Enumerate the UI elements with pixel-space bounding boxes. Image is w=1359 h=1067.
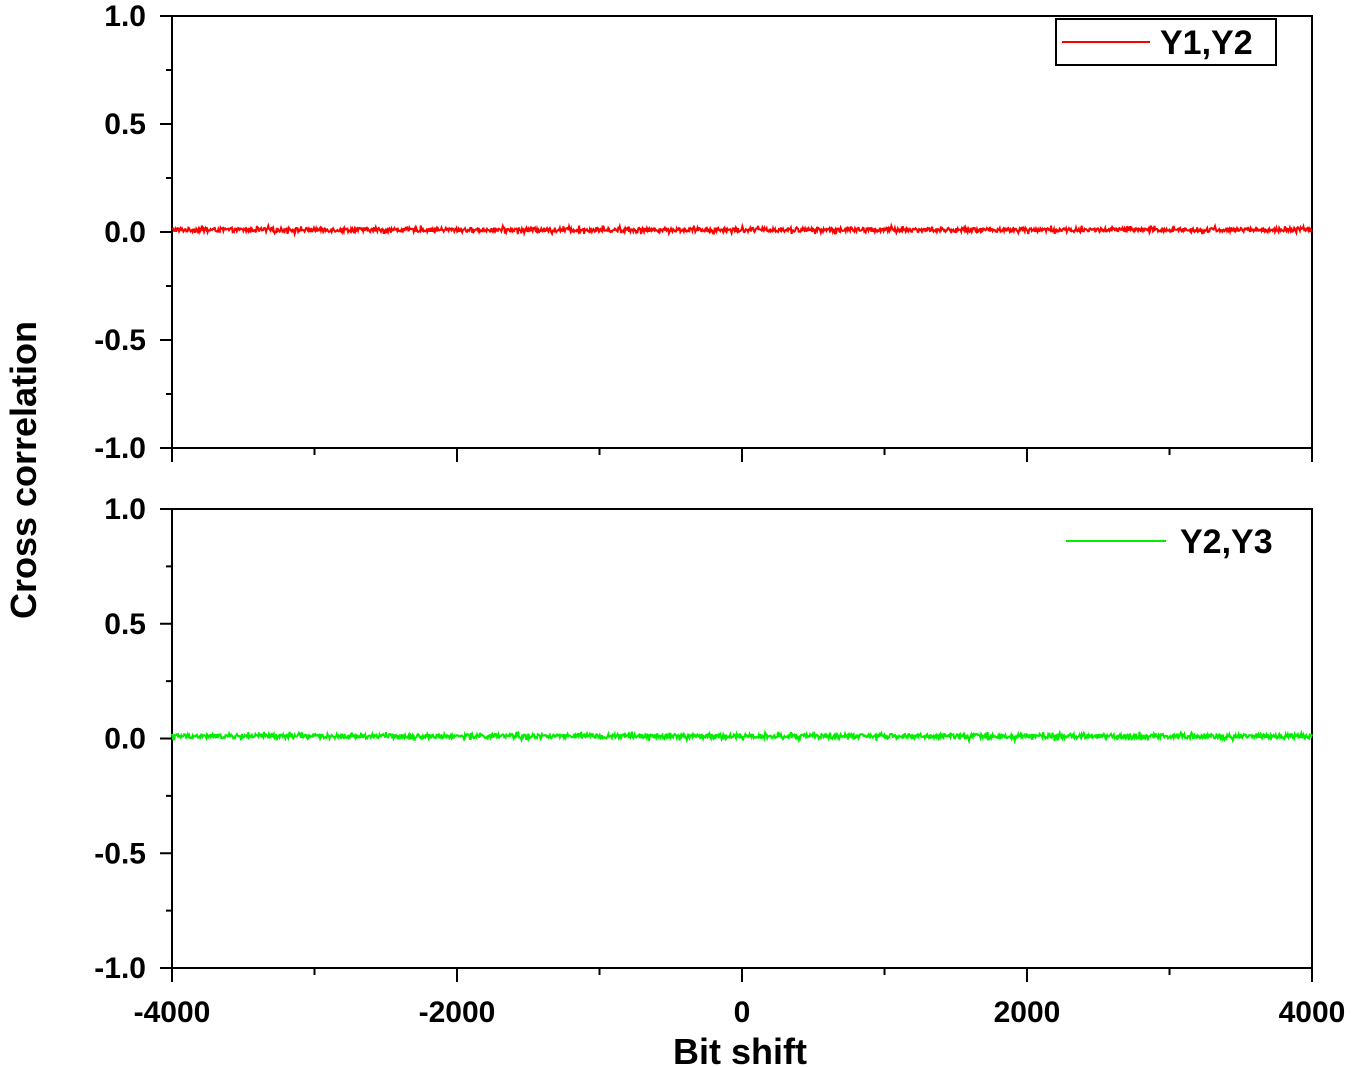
- y-tick-label: -1.0: [94, 952, 146, 985]
- legend: Y2,Y3: [1066, 523, 1273, 561]
- series-line-y2y3: [171, 729, 1313, 745]
- legend: Y1,Y2: [1055, 18, 1277, 66]
- y-tick-label: 0.5: [104, 108, 146, 141]
- y-tick-label: -0.5: [94, 837, 146, 870]
- legend-label: Y1,Y2: [1160, 24, 1253, 62]
- series-line-y1y2: [171, 222, 1313, 238]
- y-tick-label: 1.0: [104, 493, 146, 526]
- y-tick-label: -1.0: [94, 432, 146, 465]
- x-axis-title: Bit shift: [673, 1031, 807, 1067]
- x-tick-label: -4000: [134, 996, 211, 1029]
- y-tick-label: -0.5: [94, 324, 146, 357]
- legend-box: [1055, 18, 1277, 66]
- legend-label: Y2,Y3: [1180, 523, 1273, 561]
- x-tick-label: 4000: [1279, 996, 1346, 1029]
- y-axis-title: Cross correlation: [3, 321, 44, 619]
- y-tick-label: 0.5: [104, 608, 146, 641]
- panel-top: 1.0 0.5 0.0 -0.5 -1.0 Y1,Y2: [94, 0, 1313, 465]
- y-tick-label: 1.0: [104, 0, 146, 33]
- panels: 1.0 0.5 0.0 -0.5 -1.0 Y1,Y2 1.0 0.5 0.0 -0.5 -1.0 -…: [94, 0, 1345, 1029]
- x-tick-label: 2000: [994, 996, 1061, 1029]
- panel-bottom: 1.0 0.5 0.0 -0.5 -1.0 -4000 -2000 0 2000 4000 Y2,Y…: [94, 493, 1345, 1029]
- y-tick-label: 0.0: [104, 216, 146, 249]
- y-tick-label: 0.0: [104, 723, 146, 756]
- x-tick-label: 0: [734, 996, 751, 1029]
- x-tick-label: -2000: [419, 996, 496, 1029]
